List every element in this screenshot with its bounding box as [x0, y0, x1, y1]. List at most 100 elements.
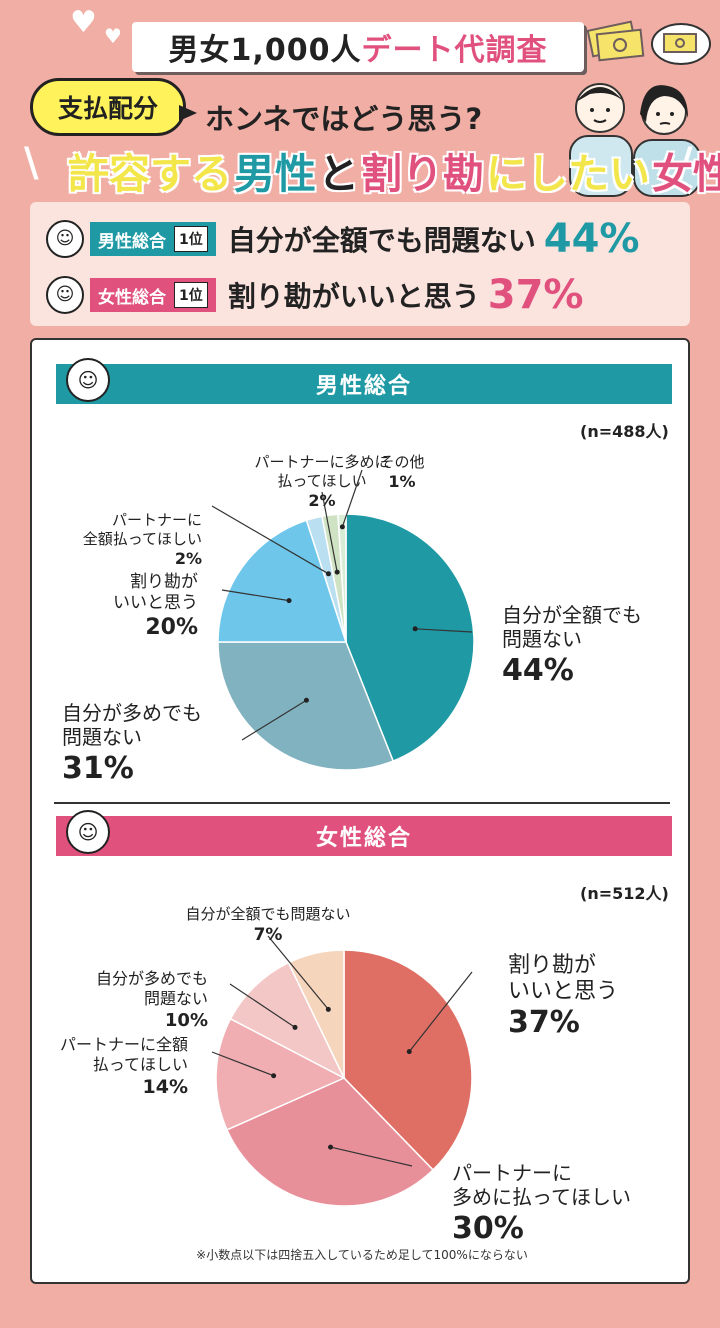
- pie-slice: [215, 1017, 346, 1131]
- slice-label: 自分が全額でも: [502, 603, 642, 627]
- pie-slice: [337, 513, 347, 643]
- question-text: ホンネではどう思う?: [205, 102, 483, 136]
- slice-label: 自分が多めでも: [96, 969, 208, 988]
- slice-label: その他: [379, 453, 424, 471]
- headline-part: 女性: [652, 150, 720, 198]
- female-tag: 女性総合 1位: [90, 278, 216, 312]
- leader-dot: [325, 1006, 331, 1012]
- pie-slice: [229, 961, 346, 1080]
- pie-slice: [343, 949, 473, 1172]
- pie-slice: [345, 513, 475, 762]
- female-rank: 1位: [174, 282, 208, 308]
- headline-part: 男性: [234, 150, 316, 198]
- slice-percent: 14%: [143, 1076, 188, 1098]
- category-badge: 支払配分: [30, 78, 197, 136]
- leader-dot: [286, 598, 292, 604]
- pie-slice: [225, 1077, 435, 1207]
- slice-label: 全額払ってほしい: [83, 530, 202, 548]
- male-chart-title: 男性総合: [315, 374, 412, 399]
- slice-label: 自分が全額でも問題ない: [185, 905, 350, 923]
- pie-slice: [217, 641, 395, 771]
- slash-right: /: [678, 140, 693, 186]
- slice-label: パートナーに全額: [60, 1035, 188, 1054]
- leader-line: [330, 1146, 413, 1167]
- female-chart-title: 女性総合: [315, 826, 412, 851]
- leader-dot: [325, 571, 331, 577]
- male-tag: 男性総合 1位: [90, 222, 216, 256]
- slice-percent: 7%: [254, 925, 283, 945]
- leader-line: [321, 491, 338, 573]
- slice-percent: 30%: [452, 1211, 524, 1246]
- headline-part: 許容する: [68, 150, 232, 198]
- female-n-count: (n=512人): [580, 884, 669, 903]
- slice-label: 割り勘が: [130, 572, 198, 592]
- leader-dot: [412, 626, 418, 632]
- page-title: 男女1,000人 デート代調査: [132, 22, 584, 72]
- female-avatar-icon: ☺: [66, 810, 110, 854]
- slice-label: いいと思う: [113, 593, 198, 613]
- summary-male-row: ☺ 男性総合 1位 自分が全額でも問題ない 44%: [46, 214, 640, 264]
- female-answer: 割り勘がいいと思う: [227, 280, 480, 313]
- female-pct: 37%: [487, 272, 584, 318]
- leader-line: [408, 971, 473, 1052]
- chart-card: 男性総合 ☺ (n=488人) 自分が全額でも 問題ない 44% 自分が多めでも 問題な…: [30, 338, 690, 1284]
- slice-label: 払ってほしい: [277, 472, 366, 490]
- money-speech-icon: [651, 23, 711, 65]
- female-band: 女性総合: [56, 816, 672, 856]
- leader-dot: [271, 1073, 277, 1079]
- male-n-count: (n=488人): [580, 422, 669, 441]
- male-answer: 自分が全額でも問題ない: [227, 224, 536, 257]
- slice-percent: 2%: [175, 549, 202, 568]
- summary-female-row: ☺ 女性総合 1位 割り勘がいいと思う 37%: [46, 270, 584, 320]
- leader-line: [241, 699, 307, 741]
- female-tag-label: 女性総合: [98, 287, 166, 308]
- couple-illustration: [569, 83, 701, 197]
- headline-part: 割り勘: [361, 150, 484, 198]
- leader-dot: [328, 1144, 334, 1150]
- leader-dot: [292, 1024, 298, 1030]
- heart-icon: ♥: [104, 24, 122, 48]
- slice-label: パートナーに多めに: [254, 453, 389, 471]
- male-avatar-icon: ☺: [66, 358, 110, 402]
- leader-line: [211, 505, 329, 575]
- slice-percent: 20%: [145, 615, 198, 640]
- slice-percent: 37%: [508, 1005, 580, 1040]
- leader-dot: [303, 697, 309, 703]
- leader-line: [267, 935, 329, 1010]
- title-accent: デート代調査: [361, 33, 548, 68]
- leader-line: [211, 1051, 274, 1077]
- slash-left: \: [24, 140, 39, 186]
- leader-dot: [334, 569, 340, 575]
- male-pie-chart: 自分が全額でも問題ない44%自分が多めでも問題ない31%割り勘がいいと思う20%…: [62, 453, 642, 786]
- slice-label: 払ってほしい: [93, 1055, 188, 1074]
- male-band: 男性総合: [56, 364, 672, 404]
- section-divider: [54, 802, 670, 804]
- slice-label: 問題ない: [144, 989, 208, 1008]
- summary-panel: ☺ 男性総合 1位 自分が全額でも問題ない 44% ☺ 女性総合 1位 割り勘が…: [30, 202, 690, 326]
- slice-label: 自分が多めでも: [62, 701, 202, 725]
- headline-part: にしたい: [486, 150, 650, 198]
- leader-dot: [406, 1049, 412, 1055]
- male-pct: 44%: [543, 216, 640, 262]
- leader-line: [415, 628, 473, 633]
- male-tag-label: 男性総合: [98, 231, 166, 252]
- heart-icon: ♥: [70, 5, 97, 40]
- title-main: 男女1,000人: [168, 33, 362, 68]
- slice-label: パートナーに: [112, 511, 202, 529]
- pie-slice: [287, 949, 345, 1079]
- leader-dot: [339, 524, 345, 530]
- slice-percent: 10%: [165, 1010, 208, 1031]
- pie-slice: [217, 519, 348, 643]
- slice-percent: 1%: [388, 472, 415, 491]
- slice-label: 問題ない: [502, 627, 582, 651]
- slice-percent: 2%: [308, 491, 335, 510]
- headline: 許容する 男性 と 割り勘 にしたい 女性: [68, 140, 720, 198]
- leader-line: [341, 469, 363, 528]
- female-avatar-icon: ☺: [46, 276, 84, 314]
- slice-label: いいと思う: [508, 979, 618, 1004]
- leader-line: [229, 983, 296, 1028]
- money-icon: [586, 20, 645, 62]
- male-rank: 1位: [174, 226, 208, 252]
- leader-line: [221, 589, 290, 602]
